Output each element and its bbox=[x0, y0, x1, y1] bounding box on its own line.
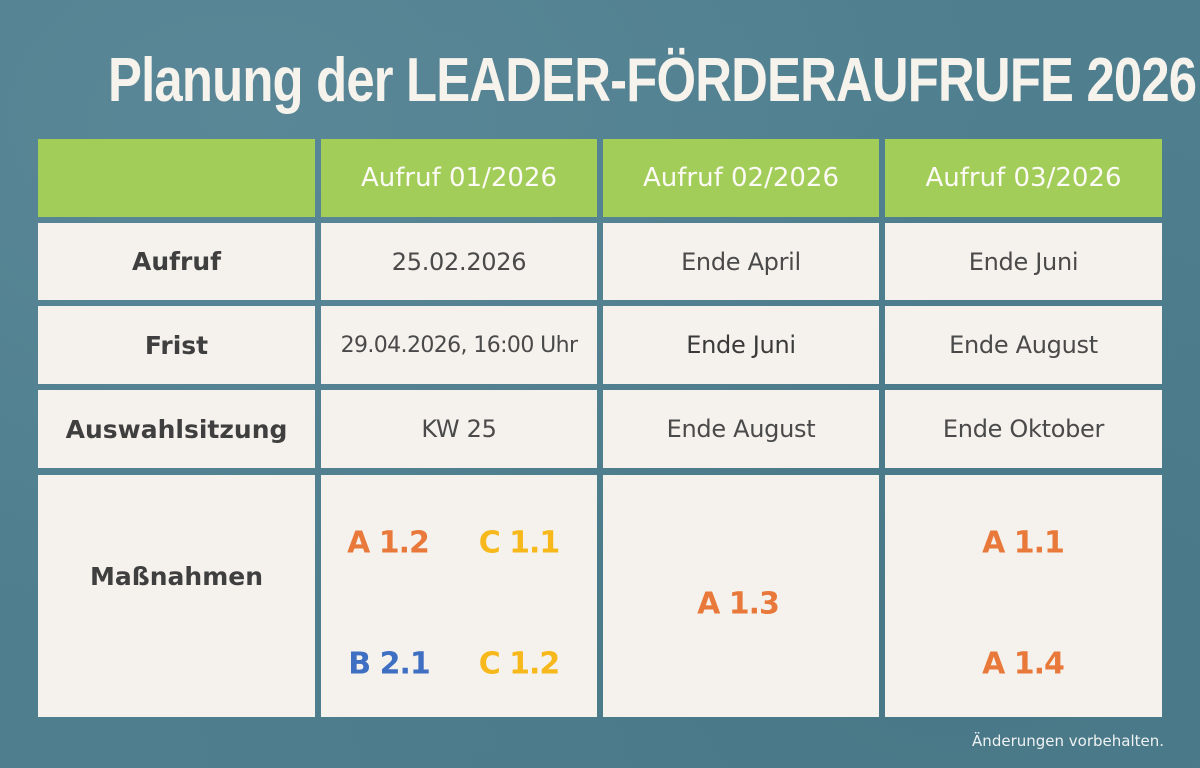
table-header-empty bbox=[38, 139, 315, 217]
table-cell: KW 25 bbox=[321, 390, 597, 468]
measures-cell-aufruf-01 bbox=[321, 475, 597, 717]
row-label-frist: Frist bbox=[38, 306, 315, 384]
table-header-aufruf-02: Aufruf 02/2026 bbox=[603, 139, 879, 217]
table-cell: Ende August bbox=[885, 306, 1162, 384]
row-label-auswahlsitzung: Auswahlsitzung bbox=[38, 390, 315, 468]
measure-code: B 2.1 bbox=[348, 646, 430, 682]
table-cell: Ende Juni bbox=[603, 306, 879, 384]
measure-code: C 1.1 bbox=[478, 525, 561, 561]
table-cell: 29.04.2026, 16:00 Uhr bbox=[321, 306, 597, 384]
measures-cell-aufruf-03 bbox=[885, 475, 1162, 717]
measure-code: A 1.1 bbox=[982, 525, 1065, 561]
row-label-massnahmen: Maßnahmen bbox=[38, 475, 315, 717]
row-label-aufruf: Aufruf bbox=[38, 223, 315, 300]
table-header-aufruf-03: Aufruf 03/2026 bbox=[885, 139, 1162, 217]
table-header-aufruf-01: Aufruf 01/2026 bbox=[321, 139, 597, 217]
table-cell: 25.02.2026 bbox=[321, 223, 597, 300]
measure-code: C 1.2 bbox=[478, 646, 561, 682]
measures-cell-aufruf-02 bbox=[603, 475, 879, 717]
measure-code: A 1.3 bbox=[697, 586, 780, 622]
footnote: Änderungen vorbehalten. bbox=[972, 732, 1164, 750]
table-cell: Ende Oktober bbox=[885, 390, 1162, 468]
table-cell: Ende Juni bbox=[885, 223, 1162, 300]
measure-code: A 1.2 bbox=[347, 525, 430, 561]
table-cell: Ende April bbox=[603, 223, 879, 300]
table-cell: Ende August bbox=[603, 390, 879, 468]
row-label-massnahmen-text: Maßnahmen bbox=[90, 561, 263, 591]
measure-code: A 1.4 bbox=[982, 646, 1065, 682]
page-title: Planung der LEADER-FÖRDERAUFRUFE 2026 bbox=[108, 46, 1197, 115]
